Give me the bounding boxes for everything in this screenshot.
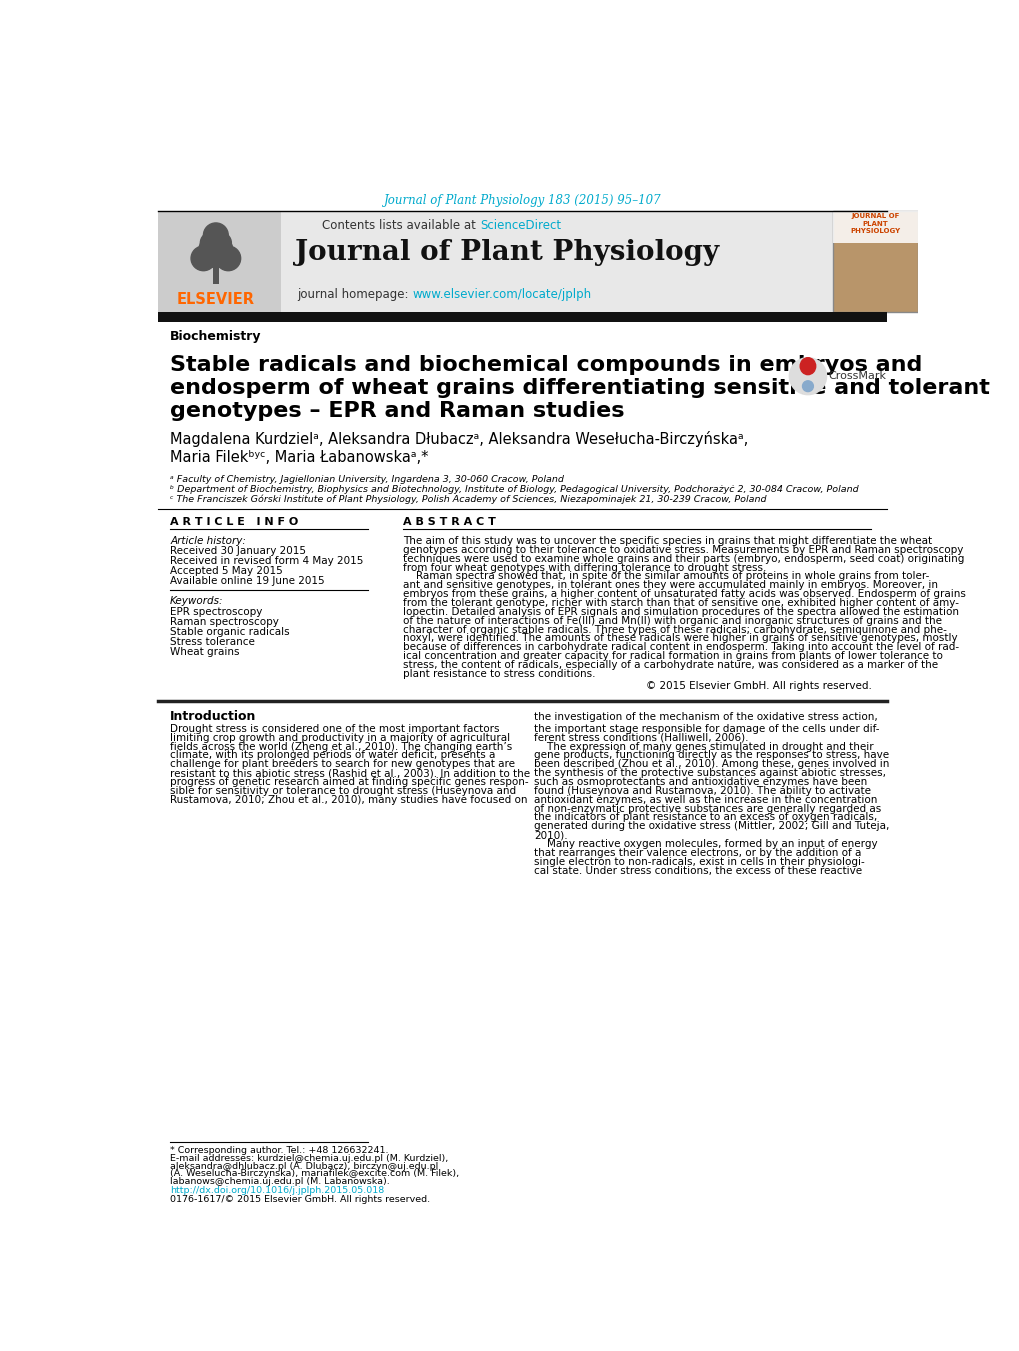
Text: Stable organic radicals: Stable organic radicals bbox=[170, 627, 289, 636]
Text: climate, with its prolonged periods of water deficit, presents a: climate, with its prolonged periods of w… bbox=[170, 750, 495, 761]
Text: stress, the content of radicals, especially of a carbohydrate nature, was consid: stress, the content of radicals, especia… bbox=[403, 659, 936, 670]
Text: single electron to non-radicals, exist in cells in their physiologi-: single electron to non-radicals, exist i… bbox=[534, 857, 864, 866]
Text: www.elsevier.com/locate/jplph: www.elsevier.com/locate/jplph bbox=[413, 288, 591, 301]
Text: from the tolerant genotype, richer with starch than that of sensitive one, exhib: from the tolerant genotype, richer with … bbox=[403, 598, 958, 608]
Circle shape bbox=[216, 246, 240, 270]
Text: the important stage responsible for damage of the cells under dif-: the important stage responsible for dama… bbox=[534, 724, 879, 734]
Text: Journal of Plant Physiology: Journal of Plant Physiology bbox=[294, 239, 718, 266]
Circle shape bbox=[789, 358, 825, 394]
Text: Raman spectra showed that, in spite of the similar amounts of proteins in whole : Raman spectra showed that, in spite of t… bbox=[403, 571, 928, 581]
Text: The aim of this study was to uncover the specific species in grains that might d: The aim of this study was to uncover the… bbox=[403, 536, 930, 546]
Text: gene products, functioning directly as the responses to stress, have: gene products, functioning directly as t… bbox=[534, 750, 889, 761]
Circle shape bbox=[199, 234, 232, 267]
Text: Stable radicals and biochemical compounds in embryos and: Stable radicals and biochemical compound… bbox=[170, 354, 921, 374]
Text: Rustamova, 2010; Zhou et al., 2010), many studies have focused on: Rustamova, 2010; Zhou et al., 2010), man… bbox=[170, 794, 527, 805]
Text: journal homepage:: journal homepage: bbox=[298, 288, 413, 301]
Text: Magdalena Kurdzielᵃ, Aleksandra Dłubaczᵃ, Aleksandra Wesełucha-Birczyńskaᵃ,: Magdalena Kurdzielᵃ, Aleksandra Dłubaczᵃ… bbox=[170, 431, 748, 447]
Text: genotypes – EPR and Raman studies: genotypes – EPR and Raman studies bbox=[170, 401, 624, 420]
Text: lopectin. Detailed analysis of EPR signals and simulation procedures of the spec: lopectin. Detailed analysis of EPR signa… bbox=[403, 607, 958, 617]
Text: Contents lists available at: Contents lists available at bbox=[322, 219, 480, 232]
Bar bbox=[213, 262, 219, 284]
Text: ferent stress conditions (Halliwell, 2006).: ferent stress conditions (Halliwell, 200… bbox=[534, 732, 748, 743]
Text: been described (Zhou et al., 2010). Among these, genes involved in: been described (Zhou et al., 2010). Amon… bbox=[534, 759, 889, 769]
Text: ᵇ Department of Biochemistry, Biophysics and Biotechnology, Institute of Biology: ᵇ Department of Biochemistry, Biophysics… bbox=[170, 485, 858, 494]
Text: antioxidant enzymes, as well as the increase in the concentration: antioxidant enzymes, as well as the incr… bbox=[534, 794, 877, 805]
Text: limiting crop growth and productivity in a majority of agricultural: limiting crop growth and productivity in… bbox=[170, 732, 509, 743]
Text: * Corresponding author. Tel.: +48 126632241.: * Corresponding author. Tel.: +48 126632… bbox=[170, 1146, 388, 1155]
Text: Received 30 January 2015: Received 30 January 2015 bbox=[170, 546, 306, 557]
Text: Maria Filekᵇʸᶜ, Maria Łabanowskaᵃ,*: Maria Filekᵇʸᶜ, Maria Łabanowskaᵃ,* bbox=[170, 450, 428, 465]
Circle shape bbox=[210, 232, 231, 254]
Text: the synthesis of the protective substances against abiotic stresses,: the synthesis of the protective substanc… bbox=[534, 769, 886, 778]
Ellipse shape bbox=[802, 381, 812, 392]
Text: resistant to this abiotic stress (Rashid et al., 2003). In addition to the: resistant to this abiotic stress (Rashid… bbox=[170, 769, 530, 778]
Text: ical concentration and greater capacity for radical formation in grains from pla: ical concentration and greater capacity … bbox=[403, 651, 942, 661]
Text: of non-enzymatic protective substances are generally regarded as: of non-enzymatic protective substances a… bbox=[534, 804, 880, 813]
Text: embryos from these grains, a higher content of unsaturated fatty acids was obser: embryos from these grains, a higher cont… bbox=[403, 589, 965, 598]
Text: endosperm of wheat grains differentiating sensitive and tolerant: endosperm of wheat grains differentiatin… bbox=[170, 378, 989, 397]
Text: Biochemistry: Biochemistry bbox=[170, 330, 261, 343]
Text: Accepted 5 May 2015: Accepted 5 May 2015 bbox=[170, 566, 282, 576]
Text: Stress tolerance: Stress tolerance bbox=[170, 636, 255, 647]
Text: © 2015 Elsevier GmbH. All rights reserved.: © 2015 Elsevier GmbH. All rights reserve… bbox=[645, 681, 870, 690]
Bar bbox=[832, 211, 917, 243]
Text: cal state. Under stress conditions, the excess of these reactive: cal state. Under stress conditions, the … bbox=[534, 866, 862, 875]
Text: Wheat grains: Wheat grains bbox=[170, 647, 239, 657]
Text: Raman spectroscopy: Raman spectroscopy bbox=[170, 617, 279, 627]
Text: Received in revised form 4 May 2015: Received in revised form 4 May 2015 bbox=[170, 557, 363, 566]
Text: such as osmoprotectants and antioxidative enzymes have been: such as osmoprotectants and antioxidativ… bbox=[534, 777, 867, 788]
Text: 2010).: 2010). bbox=[534, 830, 568, 840]
Text: character of organic stable radicals. Three types of these radicals; carbohydrat: character of organic stable radicals. Th… bbox=[403, 624, 946, 635]
Circle shape bbox=[203, 223, 228, 247]
Text: E-mail addresses: kurdziel@chemia.uj.edu.pl (M. Kurdziel),: E-mail addresses: kurdziel@chemia.uj.edu… bbox=[170, 1154, 448, 1163]
Text: Many reactive oxygen molecules, formed by an input of energy: Many reactive oxygen molecules, formed b… bbox=[534, 839, 877, 848]
Bar bbox=[832, 211, 917, 312]
Text: the indicators of plant resistance to an excess of oxygen radicals,: the indicators of plant resistance to an… bbox=[534, 812, 876, 823]
Text: ScienceDirect: ScienceDirect bbox=[480, 219, 560, 232]
Text: progress of genetic research aimed at finding specific genes respon-: progress of genetic research aimed at fi… bbox=[170, 777, 528, 788]
Text: found (Huseynova and Rustamova, 2010). The ability to activate: found (Huseynova and Rustamova, 2010). T… bbox=[534, 786, 870, 796]
Circle shape bbox=[200, 232, 222, 254]
Text: http://dx.doi.org/10.1016/j.jplph.2015.05.018: http://dx.doi.org/10.1016/j.jplph.2015.0… bbox=[170, 1186, 384, 1196]
Text: that rearranges their valence electrons, or by the addition of a: that rearranges their valence electrons,… bbox=[534, 848, 861, 858]
Text: noxyl, were identified. The amounts of these radicals were higher in grains of s: noxyl, were identified. The amounts of t… bbox=[403, 634, 956, 643]
Bar bbox=[158, 211, 280, 312]
Ellipse shape bbox=[800, 358, 815, 374]
Text: EPR spectroscopy: EPR spectroscopy bbox=[170, 607, 262, 617]
Text: Journal of Plant Physiology 183 (2015) 95–107: Journal of Plant Physiology 183 (2015) 9… bbox=[383, 195, 661, 207]
Text: because of differences in carbohydrate radical content in endosperm. Taking into: because of differences in carbohydrate r… bbox=[403, 642, 958, 653]
Text: challenge for plant breeders to search for new genotypes that are: challenge for plant breeders to search f… bbox=[170, 759, 515, 769]
Text: JOURNAL OF
PLANT
PHYSIOLOGY: JOURNAL OF PLANT PHYSIOLOGY bbox=[850, 213, 900, 234]
Text: Drought stress is considered one of the most important factors: Drought stress is considered one of the … bbox=[170, 724, 499, 734]
Text: from four wheat genotypes with differing tolerance to drought stress.: from four wheat genotypes with differing… bbox=[403, 562, 765, 573]
Text: ᶜ The Franciszek Górski Institute of Plant Physiology, Polish Academy of Science: ᶜ The Franciszek Górski Institute of Pla… bbox=[170, 494, 766, 504]
Text: genotypes according to their tolerance to oxidative stress. Measurements by EPR : genotypes according to their tolerance t… bbox=[403, 544, 962, 555]
Text: 0176-1617/© 2015 Elsevier GmbH. All rights reserved.: 0176-1617/© 2015 Elsevier GmbH. All righ… bbox=[170, 1194, 430, 1204]
Text: sible for sensitivity or tolerance to drought stress (Huseynova and: sible for sensitivity or tolerance to dr… bbox=[170, 786, 516, 796]
Text: The expression of many genes stimulated in drought and their: The expression of many genes stimulated … bbox=[534, 742, 873, 751]
Text: techniques were used to examine whole grains and their parts (embryo, endosperm,: techniques were used to examine whole gr… bbox=[403, 554, 963, 563]
Text: Article history:: Article history: bbox=[170, 536, 246, 546]
Text: plant resistance to stress conditions.: plant resistance to stress conditions. bbox=[403, 669, 594, 678]
Text: ELSEVIER: ELSEVIER bbox=[176, 292, 255, 307]
Text: CrossMark: CrossMark bbox=[828, 372, 886, 381]
Circle shape bbox=[191, 246, 216, 270]
Text: Keywords:: Keywords: bbox=[170, 596, 223, 607]
Text: A R T I C L E   I N F O: A R T I C L E I N F O bbox=[170, 517, 299, 527]
Text: (A. Weselucha-Birczynska), mariafilek@excite.com (M. Filek),: (A. Weselucha-Birczynska), mariafilek@ex… bbox=[170, 1170, 459, 1178]
Text: of the nature of interactions of Fe(III) and Mn(II) with organic and inorganic s: of the nature of interactions of Fe(III)… bbox=[403, 616, 941, 626]
Text: generated during the oxidative stress (Mittler, 2002; Gill and Tuteja,: generated during the oxidative stress (M… bbox=[534, 821, 889, 831]
Text: the investigation of the mechanism of the oxidative stress action,: the investigation of the mechanism of th… bbox=[534, 712, 877, 721]
Bar bbox=[158, 211, 832, 312]
Text: A B S T R A C T: A B S T R A C T bbox=[403, 517, 495, 527]
Text: aleksandra@dhlubacz.pl (A. Dlubacz), birczyn@uj.edu.pl: aleksandra@dhlubacz.pl (A. Dlubacz), bir… bbox=[170, 1162, 438, 1171]
Text: ᵃ Faculty of Chemistry, Jagiellonian University, Ingardena 3, 30-060 Cracow, Pol: ᵃ Faculty of Chemistry, Jagiellonian Uni… bbox=[170, 474, 564, 484]
Bar bbox=[158, 312, 887, 323]
Text: Available online 19 June 2015: Available online 19 June 2015 bbox=[170, 576, 324, 586]
Text: fields across the world (Zheng et al., 2010). The changing earth’s: fields across the world (Zheng et al., 2… bbox=[170, 742, 512, 751]
Text: Introduction: Introduction bbox=[170, 711, 256, 723]
Text: ant and sensitive genotypes, in tolerant ones they were accumulated mainly in em: ant and sensitive genotypes, in tolerant… bbox=[403, 580, 936, 590]
Text: labanows@chemia.uj.edu.pl (M. Labanowska).: labanows@chemia.uj.edu.pl (M. Labanowska… bbox=[170, 1177, 389, 1186]
